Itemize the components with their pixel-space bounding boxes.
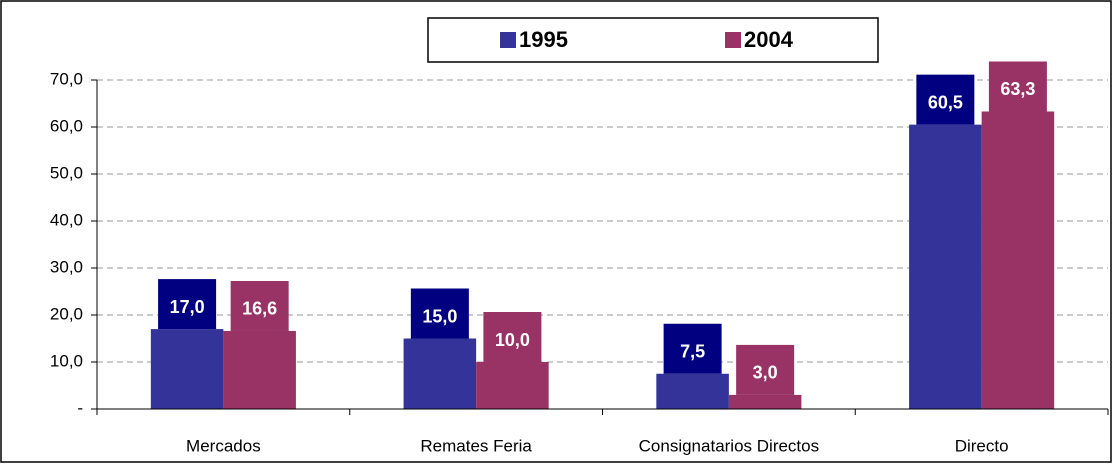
legend-box xyxy=(427,17,879,63)
bar xyxy=(223,330,296,409)
bar xyxy=(476,362,549,409)
x-tick-label: Directo xyxy=(955,436,1009,455)
legend-label: 1995 xyxy=(519,27,568,52)
value-label: 17,0 xyxy=(170,297,205,317)
legend-swatch xyxy=(725,32,741,48)
bar xyxy=(656,373,729,409)
x-tick-label: Consignatarios Directos xyxy=(639,436,819,455)
value-label-box xyxy=(988,61,1047,112)
value-label: 16,6 xyxy=(242,299,277,319)
y-tick-label: 50,0 xyxy=(50,163,83,182)
y-tick-label: 20,0 xyxy=(50,304,83,323)
value-label: 15,0 xyxy=(422,306,457,326)
legend-label: 2004 xyxy=(744,27,794,52)
value-label: 7,5 xyxy=(680,342,705,362)
value-label: 60,5 xyxy=(928,92,963,112)
y-tick-label: 30,0 xyxy=(50,257,83,276)
value-label-box xyxy=(663,323,722,374)
value-label-box xyxy=(483,312,542,362)
bar xyxy=(981,111,1055,410)
y-tick-label: 60,0 xyxy=(50,116,83,135)
bar xyxy=(150,329,224,409)
y-tick-label: 40,0 xyxy=(50,210,83,229)
value-label: 10,0 xyxy=(495,330,530,350)
value-label-box xyxy=(736,344,795,395)
legend-swatch xyxy=(500,32,516,48)
y-tick-label: 10,0 xyxy=(50,351,83,370)
value-label-box xyxy=(410,288,469,339)
x-tick-label: Remates Feria xyxy=(420,436,532,455)
y-tick-label: - xyxy=(77,398,83,417)
value-label: 63,3 xyxy=(1000,79,1035,99)
value-label-box xyxy=(158,279,217,330)
value-label-box xyxy=(916,74,975,125)
value-label: 3,0 xyxy=(753,363,778,383)
bar xyxy=(403,338,477,409)
y-tick-label: 70,0 xyxy=(50,69,83,88)
bar xyxy=(909,124,982,410)
value-label-box xyxy=(230,280,289,331)
bar xyxy=(728,394,802,409)
x-tick-label: Mercados xyxy=(186,436,261,455)
